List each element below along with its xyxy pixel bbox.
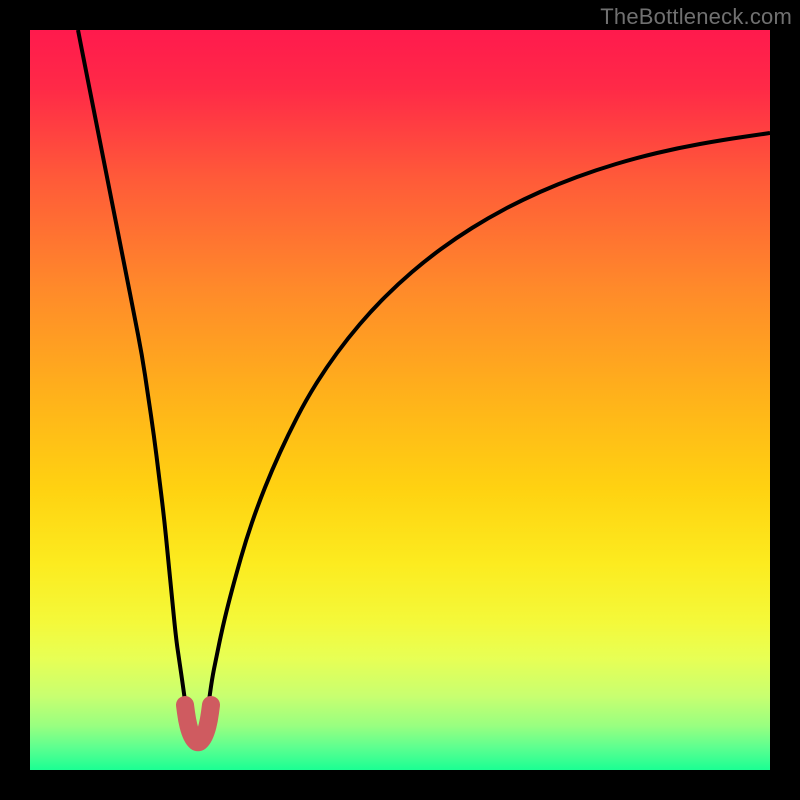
gradient-fill — [30, 30, 770, 770]
watermark-text: TheBottleneck.com — [600, 4, 792, 30]
gradient-chart — [30, 30, 770, 770]
plot-area — [30, 30, 770, 770]
chart-frame: TheBottleneck.com — [0, 0, 800, 800]
